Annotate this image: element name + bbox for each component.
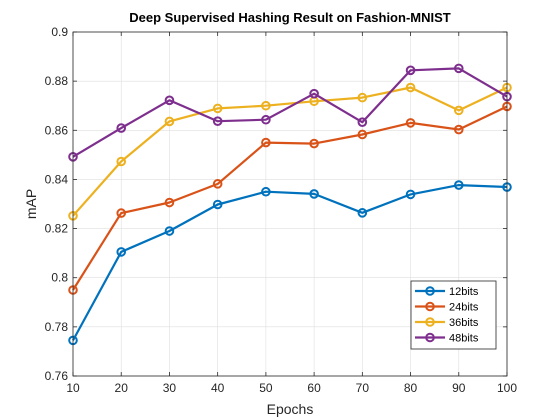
data-point-48bits: [164, 95, 175, 106]
data-point-12bits: [261, 186, 271, 197]
data-point-36bits: [405, 82, 416, 93]
data-point-24bits: [453, 124, 464, 135]
x-tick-label: 60: [307, 381, 321, 395]
data-point-36bits: [453, 105, 464, 116]
data-point-48bits: [261, 114, 271, 125]
data-point-24bits: [309, 138, 319, 149]
data-point-12bits: [453, 180, 464, 190]
y-tick-label: 0.9: [51, 25, 68, 39]
x-tick-label: 10: [66, 381, 80, 395]
data-point-36bits: [212, 103, 223, 114]
series-line-36bits: [72, 86, 508, 217]
data-point-12bits: [164, 226, 175, 236]
series-36bits: [68, 82, 512, 221]
data-point-24bits: [164, 197, 175, 208]
legend-swatch-marker: [425, 286, 435, 296]
legend-label: 12bits: [449, 286, 479, 298]
series-line-24bits: [72, 105, 508, 291]
data-point-12bits: [116, 247, 127, 257]
x-tick-label: 70: [356, 381, 370, 395]
data-point-48bits: [453, 63, 464, 74]
series-line-48bits: [72, 67, 508, 158]
y-tick-label: 0.84: [45, 172, 69, 186]
data-point-24bits: [116, 208, 127, 218]
data-point-24bits: [261, 137, 271, 148]
y-tick-label: 0.82: [45, 222, 69, 236]
y-tick-label: 0.86: [45, 123, 69, 137]
data-point-12bits: [212, 199, 223, 210]
data-point-24bits: [405, 118, 416, 128]
legend: 12bits 24bits 36bits 48bits: [410, 280, 497, 350]
data-point-36bits: [261, 100, 271, 111]
data-point-12bits: [309, 189, 319, 199]
y-tick-label: 0.76: [45, 369, 69, 383]
data-point-24bits: [212, 179, 223, 189]
data-point-36bits: [164, 116, 175, 127]
series-48bits: [68, 63, 512, 162]
legend-swatch-marker: [425, 317, 435, 327]
legend-label: 24bits: [449, 302, 479, 314]
data-point-48bits: [116, 123, 127, 133]
legend-label: 48bits: [449, 333, 479, 345]
data-point-48bits: [309, 88, 319, 99]
axis-ticks: 10 20 30 40 50 60 70 80 90 100 0.76 0.78 0.8 0.82 0.84…: [45, 25, 518, 395]
x-tick-label: 50: [259, 381, 273, 395]
x-tick-label: 100: [497, 381, 517, 395]
data-point-12bits: [357, 208, 368, 218]
legend-swatch-marker: [425, 301, 435, 312]
y-axis-label: mAP: [23, 189, 39, 219]
x-tick-label: 90: [452, 381, 466, 395]
y-tick-label: 0.78: [45, 320, 69, 334]
data-point-24bits: [357, 129, 368, 140]
series-line-12bits: [72, 184, 508, 341]
data-point-48bits: [405, 65, 416, 76]
plot-frame: [72, 31, 508, 377]
x-tick-label: 30: [163, 381, 177, 395]
legend-swatch-marker: [425, 332, 435, 343]
data-point-36bits: [357, 92, 368, 103]
y-tick-label: 0.88: [45, 74, 69, 88]
data-point-48bits: [357, 117, 368, 127]
data-point-12bits: [405, 189, 416, 200]
data-point-36bits: [116, 156, 127, 167]
chart-title: Deep Supervised Hashing Result on Fashio…: [129, 10, 450, 25]
y-tick-label: 0.8: [51, 271, 68, 285]
x-tick-label: 80: [404, 381, 418, 395]
legend-label: 36bits: [449, 317, 479, 329]
x-tick-label: 40: [211, 381, 225, 395]
data-point-48bits: [212, 116, 223, 126]
x-tick-label: 20: [115, 381, 129, 395]
x-axis-label: Epochs: [267, 401, 314, 417]
